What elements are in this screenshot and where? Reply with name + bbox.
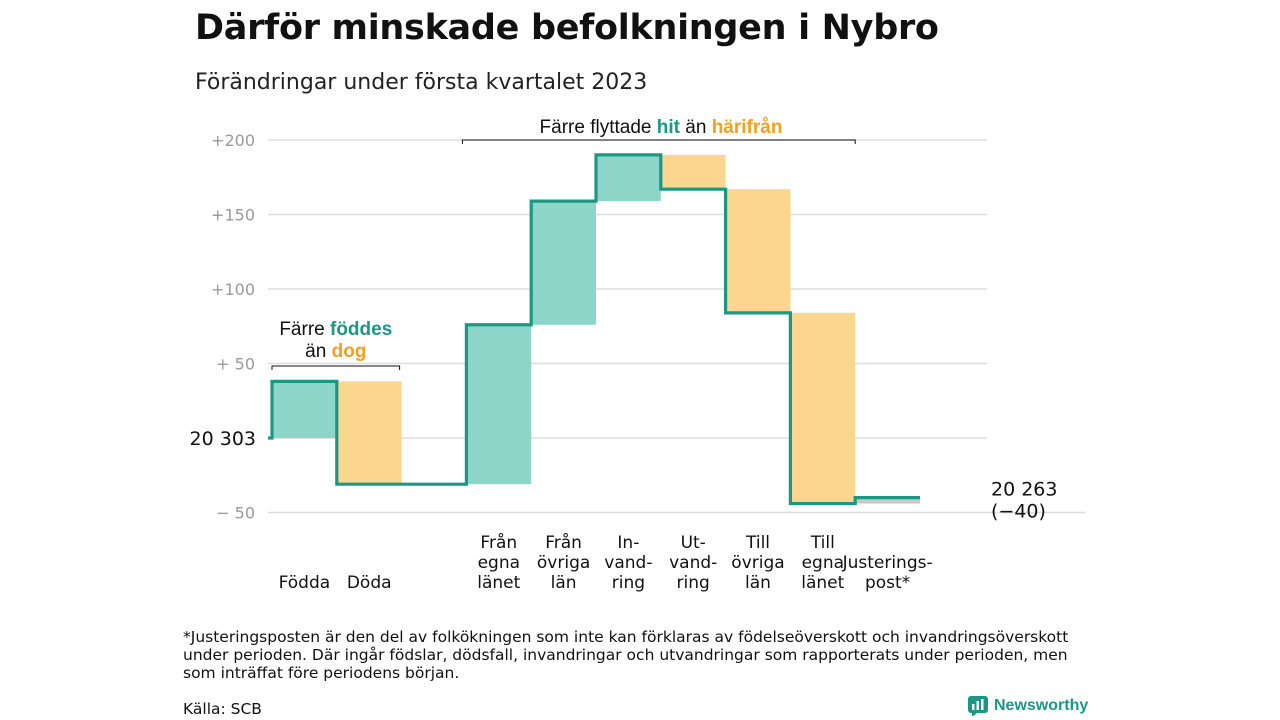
cumulative-line bbox=[268, 153, 920, 506]
chart-title: Därför minskade befolkningen i Nybro bbox=[195, 8, 939, 48]
category-label: övriga bbox=[537, 553, 590, 573]
category-label: län bbox=[745, 573, 771, 593]
source-label: Källa: SCB bbox=[183, 700, 262, 718]
start-value-label: 20 303 bbox=[190, 428, 256, 450]
category-label: Till bbox=[745, 533, 770, 553]
waterfall-bar bbox=[466, 324, 532, 485]
footnote: *Justeringsposten är den del av folkökni… bbox=[183, 628, 1069, 682]
chart-subtitle: Förändringar under första kvartalet 2023 bbox=[195, 70, 648, 95]
category-label: ring bbox=[677, 573, 710, 593]
category-label: vand- bbox=[604, 553, 652, 573]
annotation-part: föddes bbox=[330, 319, 392, 340]
annotation-bracket bbox=[461, 139, 856, 144]
category-label: län bbox=[551, 573, 577, 593]
y-tick-label: +100 bbox=[211, 280, 255, 299]
annotation-part: än bbox=[680, 117, 712, 138]
category-label: In- bbox=[617, 533, 639, 553]
category-label: länet bbox=[801, 573, 844, 593]
newsworthy-icon bbox=[968, 696, 988, 716]
annotation-part: dog bbox=[332, 341, 367, 362]
waterfall-bar bbox=[790, 312, 856, 504]
waterfall-bar bbox=[336, 381, 402, 485]
annotation-part: än bbox=[305, 341, 331, 362]
annotation-text: än dog bbox=[305, 341, 366, 362]
category-label: post* bbox=[865, 573, 910, 593]
annotation-text: Färre flyttade hit än härifrån bbox=[540, 117, 783, 138]
y-tick-label: +200 bbox=[211, 131, 255, 150]
waterfall-bar bbox=[725, 189, 791, 313]
annotation-part: härifrån bbox=[712, 117, 783, 138]
waterfall-bar bbox=[855, 497, 920, 504]
y-tick-label: − 50 bbox=[216, 504, 255, 523]
annotation-bracket bbox=[271, 365, 401, 370]
waterfall-bar bbox=[272, 381, 337, 438]
category-label: egna bbox=[802, 553, 844, 573]
category-label: Från bbox=[545, 532, 582, 553]
waterfall-chart: +200+150+100+ 50− 50 Födda DödaFrånegnalä… bbox=[190, 117, 1085, 593]
waterfall-bar bbox=[531, 201, 596, 325]
annotation-part: Färre bbox=[279, 319, 330, 340]
category-label: länet bbox=[477, 573, 520, 593]
category-label: vand- bbox=[669, 553, 717, 573]
annotation-part: Färre flyttade bbox=[540, 117, 657, 138]
annotation-text: Färre föddes bbox=[279, 319, 392, 340]
category-label: Ut- bbox=[681, 533, 706, 553]
y-tick-label: + 50 bbox=[216, 355, 255, 374]
category-label: Döda bbox=[347, 573, 392, 593]
end-value-label: 20 263 bbox=[991, 479, 1057, 501]
category-label: Till bbox=[810, 533, 835, 553]
y-tick-label: +150 bbox=[211, 206, 255, 225]
category-label: Justerings- bbox=[842, 553, 933, 573]
brand-name: Newsworthy bbox=[994, 697, 1089, 714]
waterfall-bar bbox=[596, 154, 661, 202]
category-label: Från bbox=[480, 532, 517, 553]
brand-logo: Newsworthy bbox=[968, 696, 1088, 716]
end-change-label: (−40) bbox=[991, 501, 1046, 523]
waterfall-bar bbox=[660, 154, 726, 190]
category-label: Födda bbox=[279, 573, 331, 593]
category-label: egna bbox=[478, 553, 520, 573]
annotation-part: hit bbox=[657, 117, 681, 138]
category-label: övriga bbox=[731, 553, 784, 573]
category-label: ring bbox=[612, 573, 645, 593]
